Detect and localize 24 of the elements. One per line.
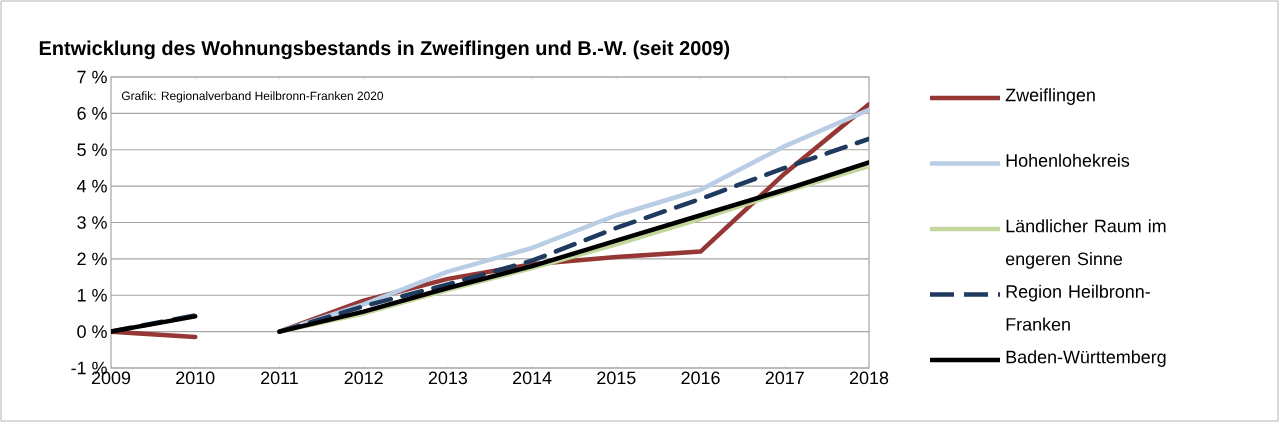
annotation: Grafik: Regionalverband Heilbronn-Franken 2020	[121, 91, 384, 103]
legend-label: Region Heilbronn-Franken	[1006, 284, 1150, 331]
legend-label: Baden-Württemberg	[1006, 350, 1166, 367]
chart-title: Entwicklung des Wohnungsbestands in Zweiflingen und B.-W. (seit 2009)	[39, 40, 730, 60]
x-tick-label: 2014	[513, 371, 552, 385]
y-tick-label: 3 %	[77, 216, 107, 229]
x-tick-label: 2010	[176, 371, 215, 385]
x-tick-label: 2013	[428, 371, 468, 385]
y-tick-label: 7 %	[77, 70, 107, 84]
legend-label: Ländlicher Raum im engeren Sinne	[1005, 219, 1166, 269]
x-tick-label: 2017	[765, 371, 804, 385]
y-tick-label: 2 %	[77, 252, 107, 266]
x-tick-label: 2016	[681, 371, 720, 385]
x-tick-label: 2011	[261, 371, 298, 385]
x-tick-label: 2012	[344, 371, 383, 385]
x-tick-label: 2015	[597, 371, 636, 385]
y-tick-label: 4 %	[76, 179, 107, 193]
y-tick-label: 0 %	[77, 325, 107, 338]
y-tick-label: 1 %	[77, 288, 107, 302]
y-tick-label: 6 %	[77, 107, 107, 120]
legend-label: Hohenlohekreis	[1006, 153, 1130, 167]
x-tick-label: 2018	[849, 371, 889, 385]
y-tick-label: 5 %	[77, 143, 107, 157]
legend-label: Zweiflingen	[1005, 88, 1095, 105]
